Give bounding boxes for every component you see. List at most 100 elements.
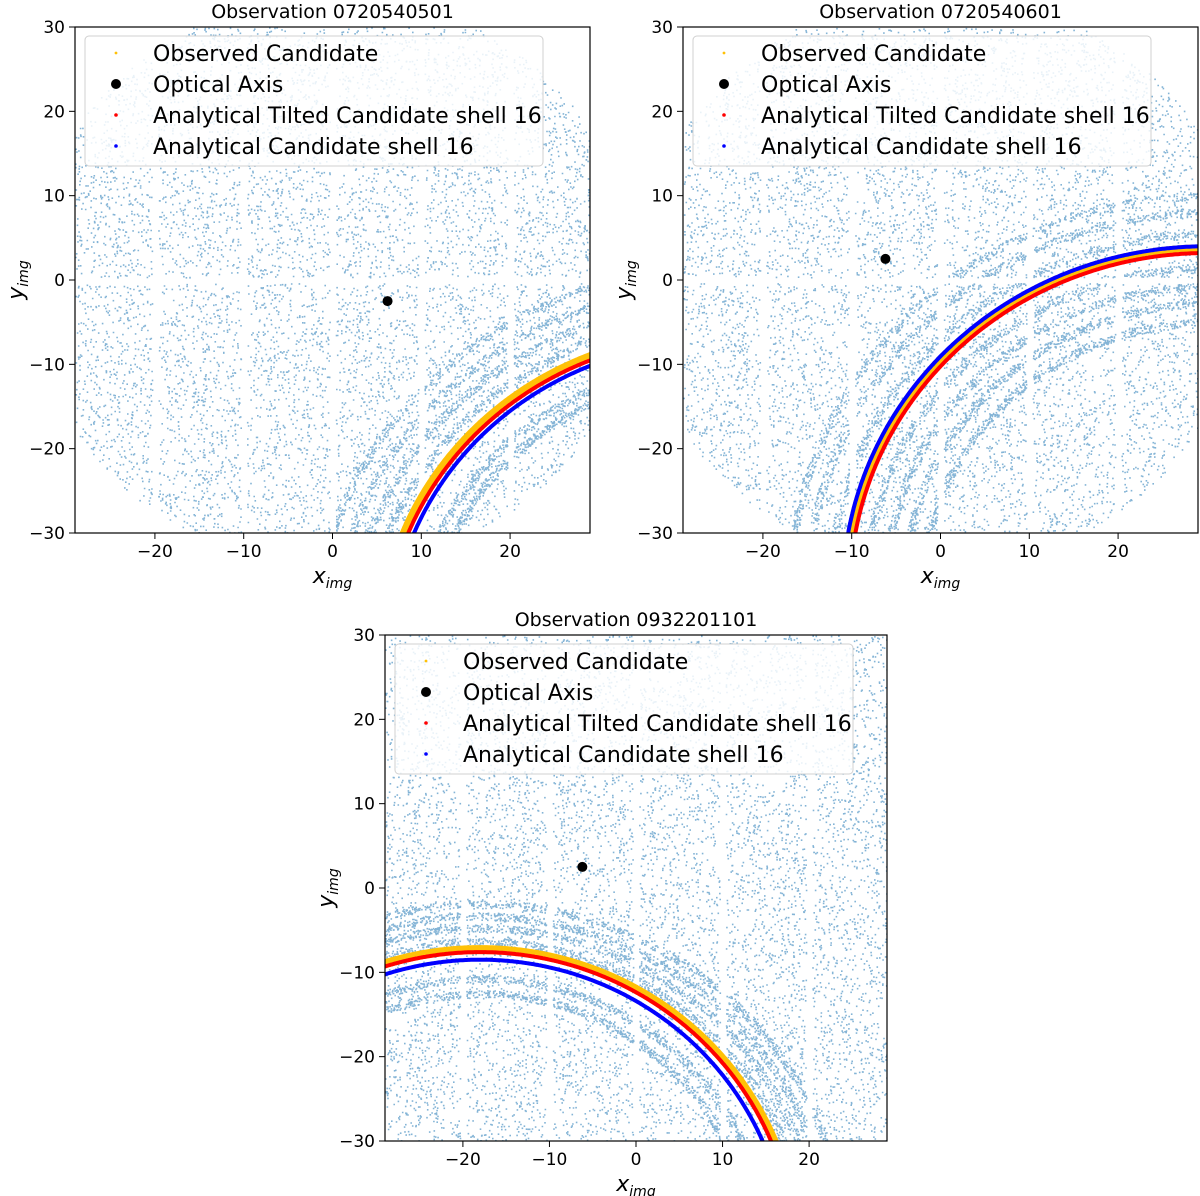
x-tick-label: −20 (445, 1150, 481, 1170)
chart-panel-2: −20 −10 0 10 20 −30 −20 −10 0 10 20 30 Observation 0… (612, 1, 1199, 592)
chart-title: Observation 0720540501 (211, 1, 454, 23)
y-tick-label: −20 (637, 440, 673, 460)
legend: Observed Candidate Optical Axis Analytical… (394, 643, 854, 775)
x-axis-label-subscript: img (934, 576, 961, 592)
y-tick-label: −30 (637, 524, 673, 544)
legend-observed-label: Observed Candidate (153, 42, 378, 67)
tilted-candidate-ring (406, 358, 590, 533)
y-axis-label: yimg (314, 868, 342, 909)
x-tick-label: 10 (1018, 542, 1040, 562)
legend-optical-axis-marker (111, 79, 121, 89)
legend-observed-marker (424, 659, 428, 663)
legend-analytical-marker (722, 144, 726, 148)
x-tick-label: −20 (745, 542, 781, 562)
y-tick-label: −10 (29, 355, 65, 375)
y-tick-label: 0 (54, 271, 65, 291)
legend-box (692, 35, 1152, 167)
y-tick-label: 10 (43, 187, 65, 207)
x-tick-label: −10 (226, 542, 262, 562)
x-axis-label: ximg (312, 564, 353, 592)
y-tick-label: −20 (339, 1048, 375, 1068)
chart-panel-1: −20 −10 0 10 20 −30 −20 −10 0 10 20 30 Observation 0… (4, 1, 591, 592)
x-tick-label: 10 (712, 1150, 734, 1170)
legend-tilted-marker (424, 721, 428, 725)
y-tick-label: 20 (353, 710, 375, 730)
optical-axis-point (880, 253, 891, 264)
chart-panel-3: −20 −10 0 10 20 −30 −20 −10 0 10 20 30 Observation 0… (314, 609, 888, 1196)
y-tick-label: 0 (662, 271, 673, 291)
y-tick-label: −30 (339, 1132, 375, 1152)
legend-observed-marker (722, 51, 726, 55)
tilted-candidate-ring (853, 251, 1198, 533)
x-tick-label: 0 (935, 542, 946, 562)
analytical-candidate-ring (411, 363, 590, 533)
y-tick-label: 30 (43, 18, 65, 38)
y-tick-label: −30 (29, 524, 65, 544)
x-axis-label: ximg (920, 564, 961, 592)
legend-tilted-label: Analytical Tilted Candidate shell 16 (761, 104, 1150, 129)
x-axis-label-subscript: img (629, 1184, 656, 1196)
legend-box (394, 643, 854, 775)
tilted-candidate-ring (385, 950, 774, 1141)
observed-candidate-ring (399, 351, 590, 533)
y-tick-label: 0 (364, 879, 375, 899)
legend-optical-axis-label: Optical Axis (153, 73, 283, 98)
x-axis-label: ximg (615, 1172, 656, 1196)
y-axis-label-subscript: img (16, 260, 32, 287)
legend-tilted-label: Analytical Tilted Candidate shell 16 (153, 104, 542, 129)
legend-analytical-label: Analytical Candidate shell 16 (761, 135, 1082, 160)
plot-area (75, 27, 590, 533)
x-tick-label: 20 (798, 1150, 820, 1170)
x-tick-label: −10 (532, 1150, 568, 1170)
legend-optical-axis-marker (421, 687, 431, 697)
y-tick-label: −10 (637, 355, 673, 375)
y-tick-label: 30 (651, 18, 673, 38)
background-events (75, 27, 590, 533)
legend-box (84, 35, 544, 167)
x-tick-label: 20 (499, 542, 521, 562)
legend-analytical-marker (424, 752, 428, 756)
y-tick-label: 10 (353, 795, 375, 815)
x-tick-label: 20 (1107, 542, 1129, 562)
analytical-candidate-ring (846, 244, 1198, 533)
legend: Observed Candidate Optical Axis Analytical… (84, 35, 544, 167)
chart-title: Observation 0932201101 (515, 609, 758, 631)
analytical-candidate-ring (385, 957, 765, 1141)
observed-candidate-ring (846, 244, 1198, 533)
legend-optical-axis-label: Optical Axis (463, 681, 593, 706)
y-tick-label: 10 (651, 187, 673, 207)
legend-tilted-marker (114, 113, 118, 117)
x-tick-label: −10 (834, 542, 870, 562)
y-axis-label-subscript: img (326, 868, 342, 895)
y-tick-label: 20 (43, 102, 65, 122)
legend-tilted-marker (722, 113, 726, 117)
y-tick-label: 30 (353, 626, 375, 646)
legend-observed-label: Observed Candidate (463, 650, 688, 675)
plot-area (683, 27, 1198, 533)
x-tick-label: 10 (410, 542, 432, 562)
legend-optical-axis-marker (719, 79, 729, 89)
y-axis-label: yimg (4, 260, 32, 301)
legend-tilted-label: Analytical Tilted Candidate shell 16 (463, 712, 852, 737)
observed-candidate-ring (385, 945, 779, 1141)
x-tick-label: −20 (137, 542, 173, 562)
background-events (683, 27, 1198, 533)
optical-axis-point (382, 296, 393, 307)
legend: Observed Candidate Optical Axis Analytical… (692, 35, 1152, 167)
y-tick-label: −10 (339, 963, 375, 983)
legend-optical-axis-label: Optical Axis (761, 73, 891, 98)
x-tick-label: 0 (327, 542, 338, 562)
legend-observed-marker (114, 51, 118, 55)
y-axis-label: yimg (612, 260, 640, 301)
legend-analytical-label: Analytical Candidate shell 16 (153, 135, 474, 160)
x-axis-label-subscript: img (326, 576, 353, 592)
y-tick-label: −20 (29, 440, 65, 460)
y-axis-label-subscript: img (624, 260, 640, 287)
y-tick-label: 20 (651, 102, 673, 122)
x-tick-label: 0 (631, 1150, 642, 1170)
legend-analytical-label: Analytical Candidate shell 16 (463, 743, 784, 768)
legend-analytical-marker (114, 144, 118, 148)
optical-axis-point (577, 861, 588, 872)
chart-title: Observation 0720540601 (819, 1, 1062, 23)
